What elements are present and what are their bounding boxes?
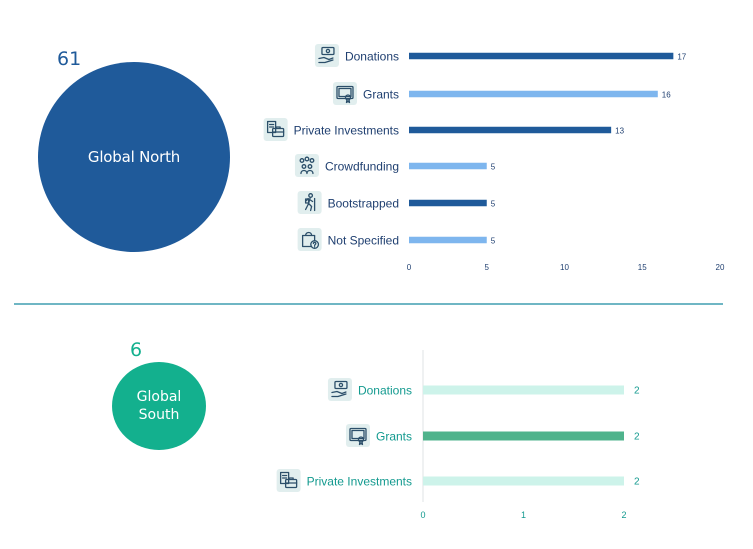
bar-grants (409, 90, 658, 98)
category-label-grants: Grants (376, 430, 412, 444)
bar-grants (423, 431, 624, 441)
certificate-icon (332, 82, 357, 105)
bar-private-investments (423, 476, 624, 486)
north-count: 61 (57, 48, 82, 70)
category-label-crowdfunding: Crowdfunding (325, 160, 399, 174)
category-label-private-investments: Private Investments (307, 475, 412, 489)
bar-donations (409, 52, 674, 60)
x-tick-label: 0 (407, 263, 412, 272)
category-label-donations: Donations (358, 384, 412, 398)
hand-money-icon (327, 378, 352, 401)
bar-crowdfunding (409, 162, 487, 170)
x-tick-label: 15 (638, 263, 647, 272)
value-label-crowdfunding: 5 (491, 163, 496, 172)
value-label-donations: 2 (634, 386, 640, 397)
bar-donations (423, 385, 624, 395)
bar-private-investments (409, 126, 612, 134)
briefcase-docs-icon (276, 469, 301, 492)
value-label-private-investments: 2 (634, 477, 640, 488)
category-label-bootstrapped: Bootstrapped (328, 197, 399, 211)
bar-bootstrapped (409, 199, 487, 207)
hiker-icon (297, 191, 322, 214)
hand-money-icon (314, 44, 339, 67)
south-bubble: Global South (112, 362, 206, 450)
north-bubble: Global North (38, 62, 230, 252)
value-label-donations: 17 (677, 53, 686, 62)
briefcase-docs-icon (263, 118, 288, 141)
value-label-private-investments: 13 (615, 127, 624, 136)
x-tick-label: 1 (521, 510, 526, 520)
x-tick-label: 2 (621, 510, 626, 520)
south-bubble-label: Global South (136, 389, 182, 423)
category-label-private-investments: Private Investments (294, 124, 399, 138)
south-funding-chart: 2 Donations 2 Grants 2 Private Investments 0 1 2 (276, 350, 640, 520)
bag-question-icon (297, 228, 322, 251)
value-label-bootstrapped: 5 (491, 200, 496, 209)
category-label-not-specified: Not Specified (328, 234, 399, 248)
x-tick-label: 20 (716, 263, 725, 272)
value-label-grants: 16 (662, 91, 671, 100)
category-label-donations: Donations (345, 50, 399, 64)
x-tick-label: 0 (420, 510, 425, 520)
south-count: 6 (130, 339, 143, 361)
x-tick-label: 10 (560, 263, 569, 272)
value-label-grants: 2 (634, 432, 640, 443)
north-bubble-label: Global North (87, 148, 181, 166)
certificate-icon (345, 424, 370, 447)
people-group-icon (294, 154, 319, 177)
bar-not-specified (409, 236, 487, 244)
section-divider (14, 303, 723, 305)
value-label-not-specified: 5 (491, 237, 496, 246)
x-tick-label: 5 (485, 263, 490, 272)
category-label-grants: Grants (363, 88, 399, 102)
north-funding-chart: 17 Donations 16 Grants 13 Private Investments… (263, 44, 725, 272)
